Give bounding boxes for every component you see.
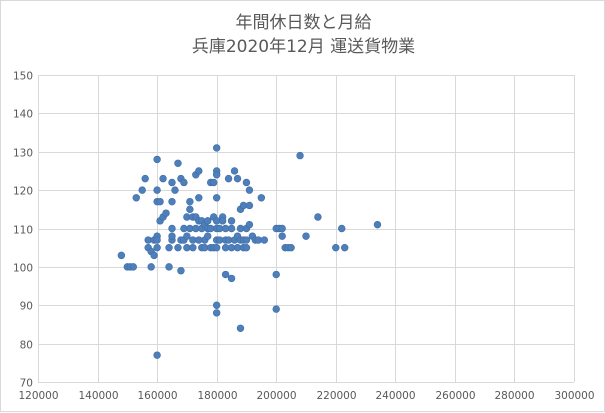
data-point	[129, 263, 137, 271]
data-point	[177, 267, 185, 275]
y-tick-label: 140	[13, 109, 33, 121]
x-tick-label: 140000	[78, 390, 118, 402]
data-point	[332, 243, 340, 252]
data-point	[138, 186, 146, 194]
data-point	[260, 236, 269, 244]
data-point	[212, 309, 221, 317]
data-point	[373, 220, 382, 229]
data-point	[186, 197, 194, 206]
data-point	[221, 270, 230, 279]
data-point	[212, 301, 221, 309]
data-point	[236, 324, 245, 332]
data-point	[153, 351, 161, 359]
data-point	[165, 263, 173, 271]
data-point	[272, 305, 280, 313]
data-point	[212, 171, 221, 179]
data-point	[341, 243, 349, 252]
data-point	[147, 263, 155, 271]
data-point	[141, 174, 149, 183]
y-tick-label: 90	[20, 301, 33, 313]
x-tick-label: 200000	[256, 390, 296, 402]
data-point	[278, 232, 286, 240]
data-point	[218, 217, 227, 225]
x-tick-label: 300000	[554, 390, 594, 402]
data-point	[132, 194, 140, 202]
data-point	[180, 178, 188, 187]
data-point	[159, 174, 167, 183]
data-point	[165, 243, 173, 252]
data-point	[242, 178, 251, 187]
chart-title-block: 年間休日数と月給 兵庫2020年12月 運送貨物業	[1, 11, 605, 59]
data-point	[117, 251, 126, 260]
data-point	[195, 194, 203, 202]
data-point	[153, 243, 161, 252]
data-point	[272, 270, 280, 279]
data-point	[227, 224, 236, 233]
data-point	[168, 224, 176, 233]
y-tick-label: 150	[13, 71, 33, 83]
data-point	[189, 243, 197, 252]
y-axis-tick-labels: 70 80 90 100 110 120 130 140 150	[13, 71, 33, 390]
data-point	[227, 274, 236, 283]
data-point	[212, 243, 221, 252]
data-point	[338, 224, 346, 233]
data-point	[171, 186, 179, 194]
data-point	[314, 213, 322, 221]
data-point	[242, 243, 251, 252]
data-point	[183, 232, 191, 240]
data-point	[227, 217, 236, 225]
chart-title: 年間休日数と月給	[235, 13, 372, 33]
x-tick-label: 280000	[494, 390, 534, 402]
data-point	[212, 194, 221, 202]
data-point	[204, 232, 212, 240]
data-point	[204, 217, 212, 225]
data-point	[233, 174, 242, 183]
x-tick-label: 220000	[316, 390, 356, 402]
data-point	[296, 151, 304, 160]
data-point	[168, 232, 176, 240]
data-point	[245, 201, 254, 210]
data-point	[153, 155, 161, 164]
chart-subtitle: 兵庫2020年12月 運送貨物業	[191, 37, 416, 57]
data-point	[174, 243, 182, 252]
gridlines	[38, 75, 575, 383]
y-tick-label: 110	[13, 225, 33, 237]
y-tick-label: 100	[13, 263, 33, 275]
y-tick-label: 130	[13, 148, 33, 160]
data-point	[168, 178, 176, 187]
x-tick-label: 120000	[18, 390, 58, 402]
data-point	[156, 197, 164, 206]
x-tick-label: 240000	[375, 390, 415, 402]
data-point	[230, 167, 239, 175]
y-tick-label: 70	[20, 378, 33, 390]
x-tick-label: 260000	[435, 390, 475, 402]
data-point	[245, 186, 254, 194]
data-point	[242, 236, 251, 244]
x-tick-label: 180000	[197, 390, 237, 402]
data-point	[302, 232, 310, 240]
data-point	[162, 209, 170, 217]
y-tick-label: 80	[20, 340, 33, 352]
data-point	[195, 167, 203, 175]
data-points	[117, 144, 382, 359]
data-point	[209, 178, 218, 187]
x-tick-label: 160000	[137, 390, 177, 402]
data-point	[186, 205, 194, 214]
y-tick-label: 120	[13, 186, 33, 198]
x-axis-tick-labels: 120000 140000 160000 180000 200000 220000 2400…	[18, 390, 594, 402]
data-point	[224, 174, 233, 183]
data-point	[245, 220, 254, 229]
data-point	[150, 251, 158, 260]
data-point	[168, 197, 176, 206]
data-point	[257, 194, 266, 202]
data-point	[212, 144, 221, 152]
data-point	[278, 224, 286, 233]
data-point	[153, 186, 161, 194]
data-point	[174, 159, 182, 167]
data-point	[287, 243, 295, 252]
data-point	[153, 236, 161, 244]
